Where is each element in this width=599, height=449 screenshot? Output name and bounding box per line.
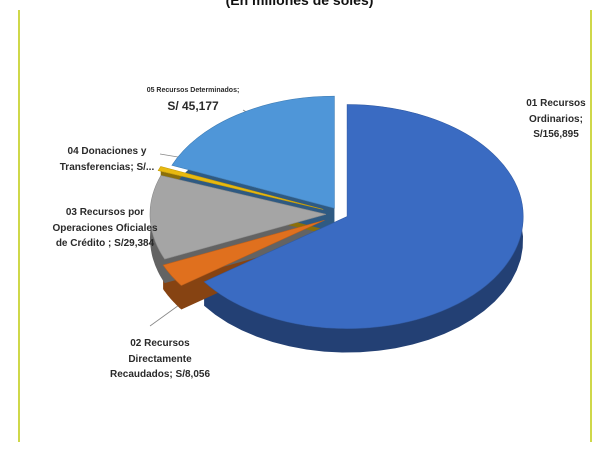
chart-title: (En millones de soles) [225,0,374,8]
slice-label-rdr: 02 Recursos Directamente Recaudados; S/8,0… [109,338,211,380]
slice-label-ro: 01 Recursos Ordinarios; S/156,895 [526,98,586,140]
slice-label-rd: 05 Recursos Determinados; S/ 45,177 [146,87,240,113]
slice-label-rooc: 03 Recursos por Operaciones Oficiales de C… [52,207,158,249]
slice-ro [203,104,524,329]
slice-rdr [162,219,325,286]
slice-dt [157,166,324,210]
slice-rooc [149,175,327,260]
slice-rd [171,95,335,209]
slice-label-dt: 04 Donaciones y Transferencias; S/... [59,146,155,173]
chart-frame [18,10,592,442]
